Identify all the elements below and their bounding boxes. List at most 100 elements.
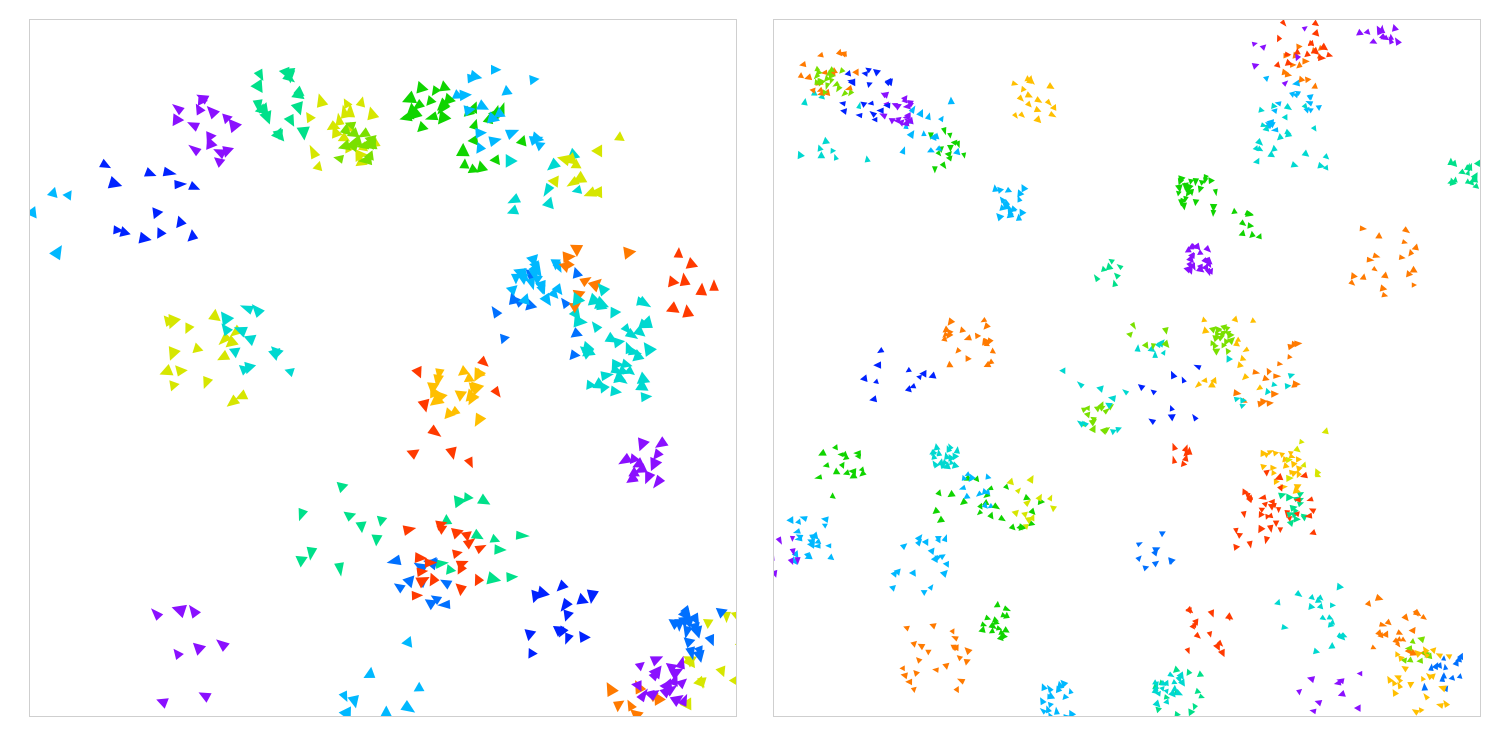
agent-triangle: [474, 544, 487, 555]
agent-triangle: [1283, 102, 1293, 111]
agent-triangle: [259, 110, 272, 125]
agent-triangle: [192, 642, 207, 656]
agent-triangle: [1236, 532, 1244, 539]
agent-triangle: [817, 51, 824, 58]
agent-triangle: [1375, 232, 1383, 239]
agent-triangle: [424, 558, 438, 568]
agent-triangle: [1377, 631, 1384, 639]
agent-triangle: [284, 70, 296, 84]
agent-triangle: [569, 244, 584, 257]
agent-triangle: [1330, 602, 1337, 609]
agent-triangle: [999, 196, 1007, 204]
agent-triangle: [1011, 509, 1019, 518]
agent-triangle: [1301, 149, 1310, 157]
agent-triangle: [795, 534, 804, 541]
agent-triangle: [455, 583, 467, 597]
agent-triangle: [1116, 263, 1124, 271]
agent-triangle: [884, 77, 892, 85]
agent-triangle: [1297, 501, 1305, 508]
agent-triangle: [1198, 693, 1205, 699]
agent-triangle: [946, 330, 954, 340]
agent-triangle: [1292, 79, 1301, 87]
agent-triangle: [1081, 407, 1089, 413]
agent-triangle: [256, 102, 269, 114]
agent-triangle: [1388, 36, 1395, 45]
agent-triangle: [572, 266, 584, 279]
agent-triangle: [1197, 185, 1205, 194]
agent-triangle: [630, 709, 644, 716]
agent-triangle: [1411, 243, 1419, 251]
agent-triangle: [1302, 57, 1310, 65]
agent-triangle: [1328, 642, 1336, 649]
agent-triangle: [888, 118, 896, 125]
agent-triangle: [524, 629, 537, 642]
agent-triangle: [1109, 429, 1117, 436]
agent-triangle: [1048, 111, 1057, 118]
agent-triangle: [192, 342, 204, 354]
agent-triangle: [715, 665, 726, 678]
agent-triangle: [1231, 207, 1238, 215]
agent-triangle: [1155, 706, 1163, 714]
agent-triangle: [995, 625, 1003, 631]
agent-triangle: [49, 245, 62, 261]
agent-triangle: [1046, 684, 1054, 693]
agent-triangle: [1246, 540, 1253, 549]
agent-triangle: [789, 535, 796, 542]
agent-triangle: [828, 66, 836, 73]
agent-triangle: [411, 590, 424, 601]
agent-triangle: [1448, 674, 1456, 681]
agent-triangle: [989, 347, 996, 354]
agent-triangle: [1001, 201, 1010, 210]
agent-triangle: [451, 89, 464, 99]
agent-triangle: [454, 390, 468, 402]
agent-triangle: [1284, 58, 1293, 66]
agent-triangle: [820, 516, 829, 524]
agent-triangle: [576, 592, 589, 605]
agent-triangle: [945, 155, 953, 162]
agent-triangle: [983, 340, 990, 347]
agent-triangle: [1277, 527, 1284, 534]
agent-triangle: [477, 355, 489, 367]
agent-triangle: [468, 118, 479, 131]
agent-triangle: [704, 633, 715, 647]
agent-triangle: [400, 700, 416, 713]
agent-triangle: [283, 113, 295, 127]
agent-triangle: [1018, 523, 1027, 531]
agent-triangle: [1247, 222, 1255, 229]
agent-triangle: [1163, 688, 1169, 695]
agent-triangle: [1201, 316, 1208, 323]
agent-triangle: [1188, 708, 1196, 716]
agent-triangle: [1193, 242, 1201, 252]
agent-triangle: [572, 292, 586, 307]
agent-triangle: [298, 507, 309, 522]
agent-triangle: [1112, 279, 1119, 288]
agent-triangle: [295, 555, 308, 568]
agent-triangle: [973, 475, 980, 483]
agent-triangle: [416, 80, 429, 94]
agent-triangle: [1255, 137, 1264, 146]
agent-triangle: [187, 122, 201, 132]
agent-triangle: [604, 331, 618, 343]
agent-triangle: [1249, 230, 1256, 238]
agent-triangle: [927, 547, 935, 556]
agent-triangle: [475, 127, 488, 139]
agent-triangle: [985, 473, 992, 480]
agent-triangle: [1294, 340, 1303, 348]
agent-triangle: [343, 511, 357, 522]
agent-triangle: [1291, 340, 1298, 347]
agent-triangle: [270, 346, 284, 360]
agent-triangle: [1350, 272, 1358, 280]
agent-triangle: [206, 136, 218, 150]
agent-triangle: [816, 86, 824, 92]
agent-triangle: [1307, 94, 1314, 101]
agent-triangle: [1441, 655, 1447, 661]
agent-triangle: [1286, 519, 1295, 527]
agent-triangle: [679, 272, 691, 287]
agent-triangle: [1068, 687, 1074, 695]
agent-triangle: [1293, 445, 1301, 453]
agent-triangle: [1226, 615, 1232, 622]
agent-triangle: [1210, 340, 1216, 347]
agent-triangle: [225, 334, 239, 348]
agent-triangle: [1337, 689, 1346, 697]
agent-triangle: [316, 93, 329, 108]
